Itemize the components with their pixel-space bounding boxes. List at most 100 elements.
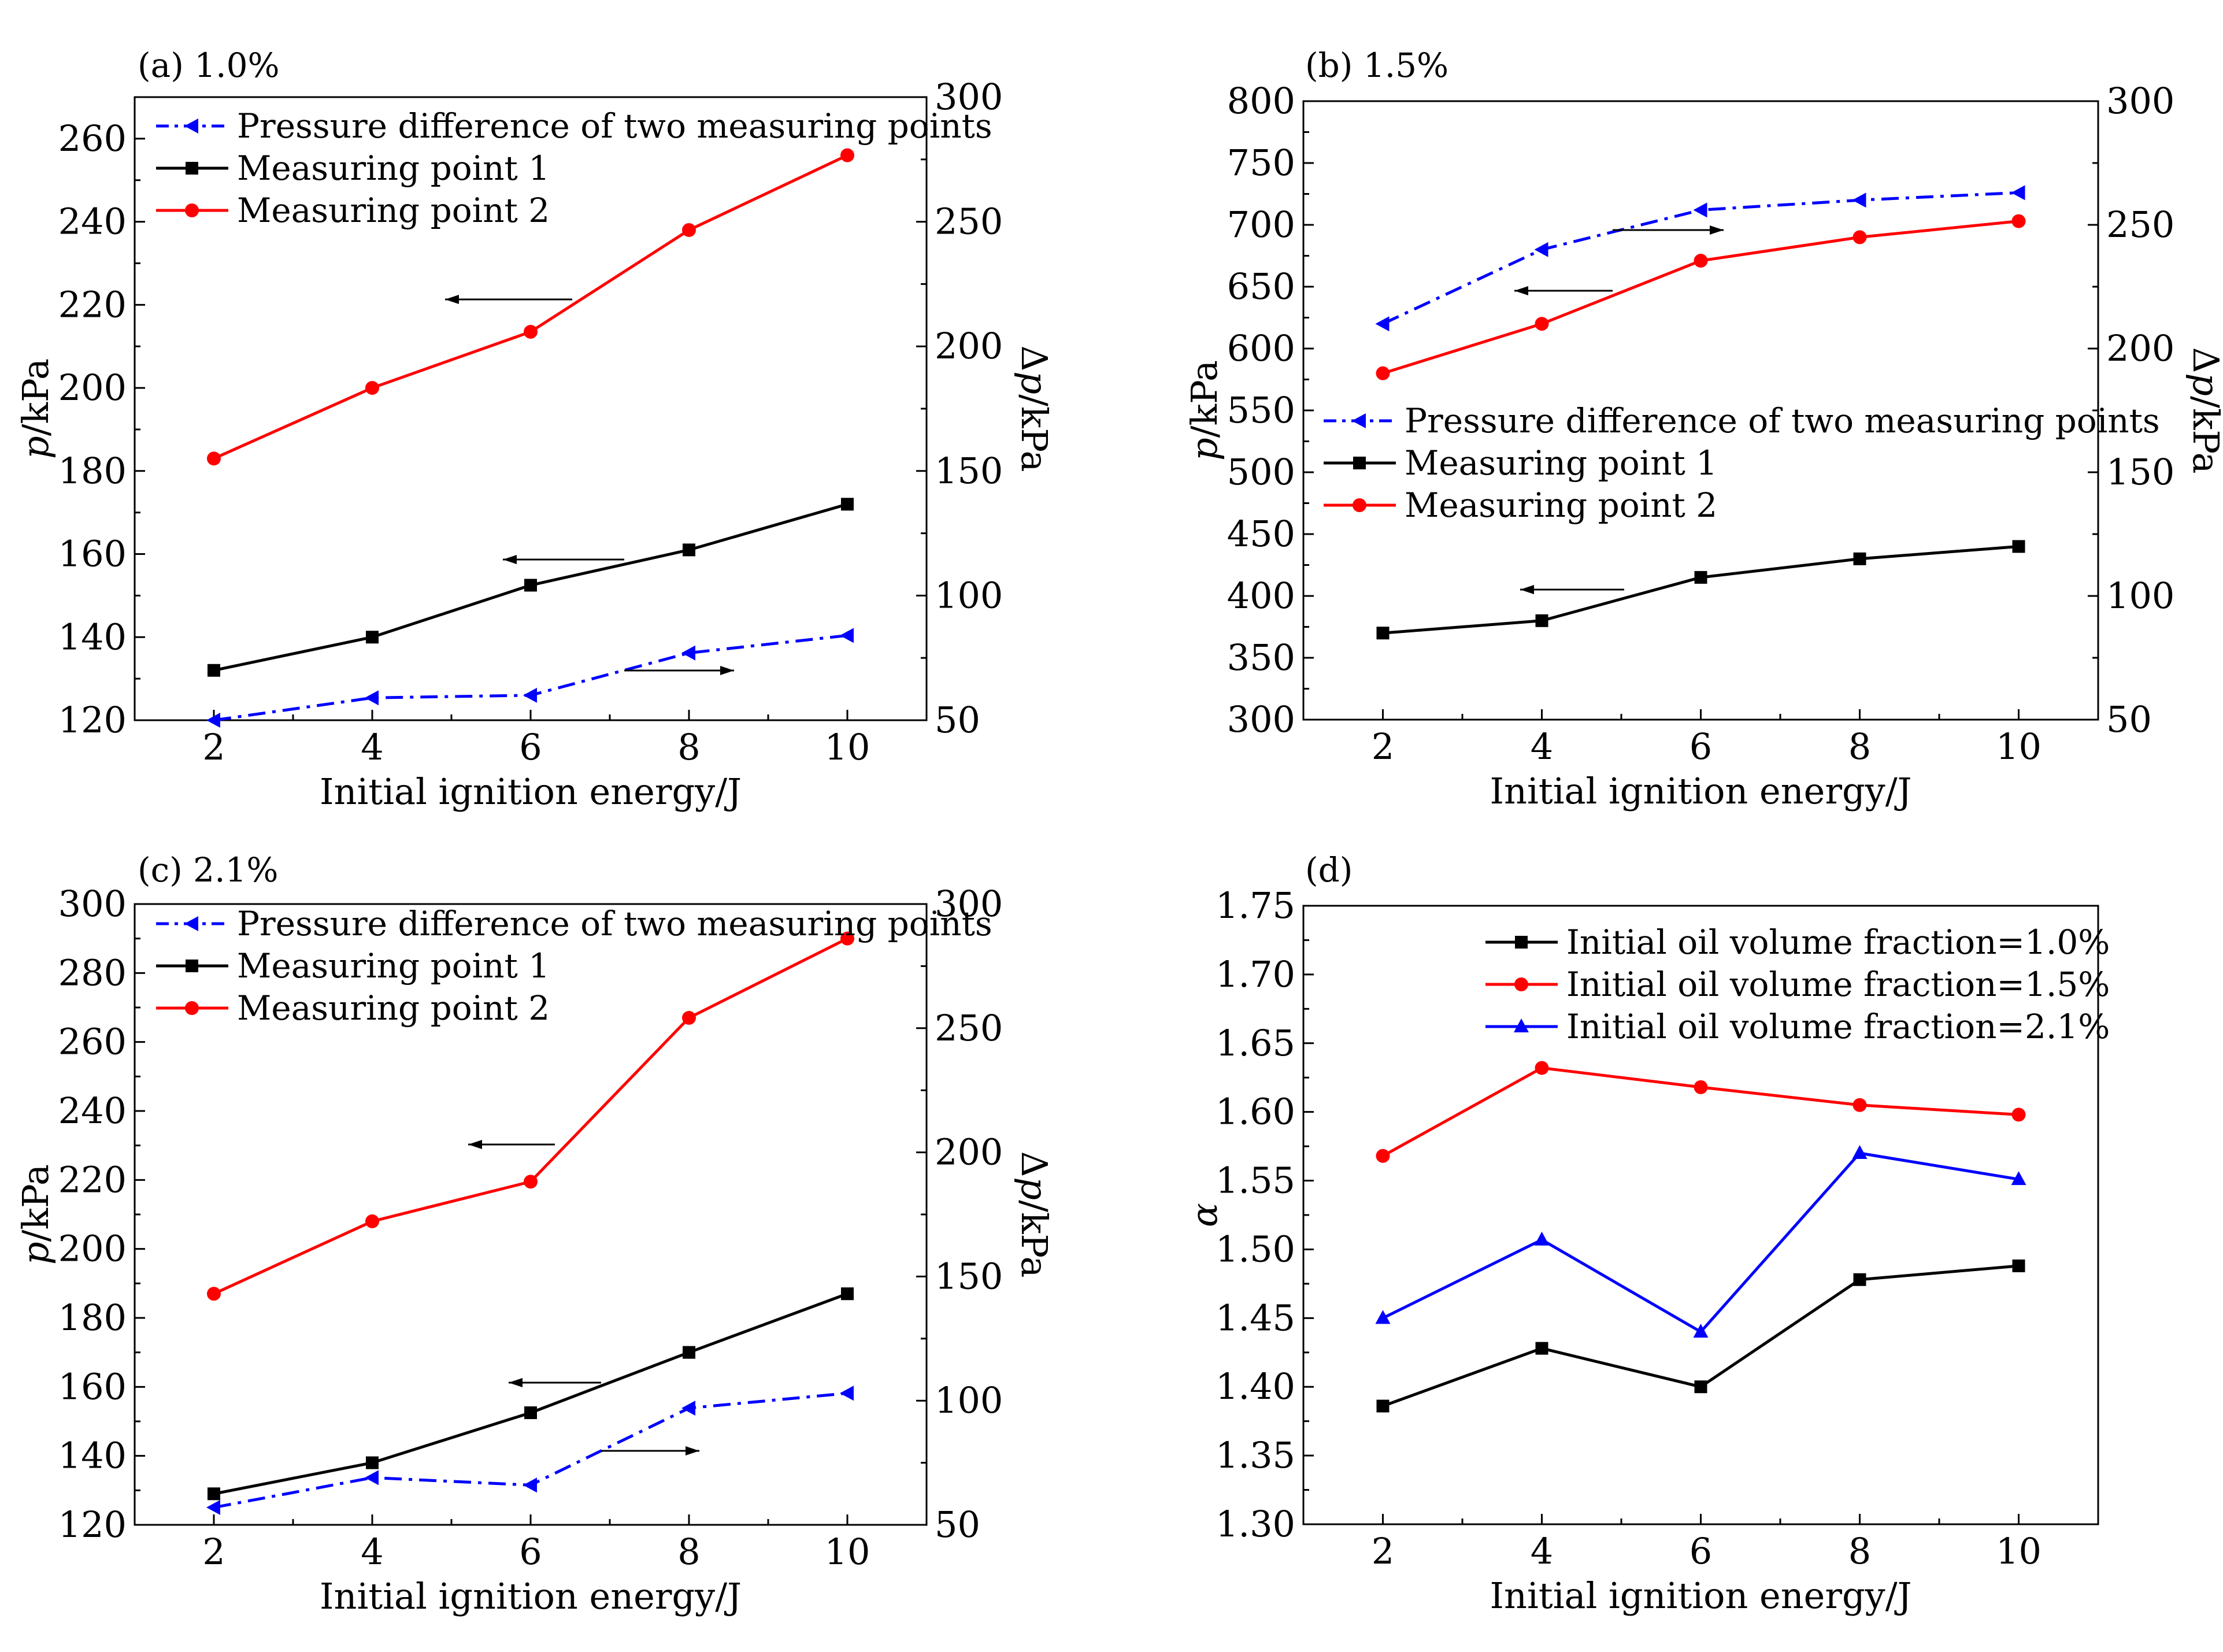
data-point xyxy=(1534,242,1548,257)
arrow-head xyxy=(686,1446,699,1455)
data-point xyxy=(1376,366,1390,380)
x-tick-label: 6 xyxy=(519,726,542,768)
x-tick-label: 2 xyxy=(1372,725,1394,768)
data-point xyxy=(523,1477,537,1493)
data-point xyxy=(1853,1098,1867,1112)
x-tick-label: 2 xyxy=(202,1531,225,1573)
data-point xyxy=(1853,230,1867,245)
data-point xyxy=(1535,1342,1548,1355)
y-tick-label: 1.60 xyxy=(1216,1091,1295,1133)
y-right-tick-label: 250 xyxy=(2106,203,2174,246)
x-tick-label: 8 xyxy=(677,1531,700,1573)
y-tick-label: 1.70 xyxy=(1216,953,1295,995)
y-right-axis-title: Δp/kPa xyxy=(2185,347,2223,474)
data-point xyxy=(524,579,537,592)
y-tick-label: 280 xyxy=(58,951,127,994)
y-tick-label: 160 xyxy=(58,1365,127,1407)
y-tick-label: 400 xyxy=(1227,575,1295,617)
legend-marker xyxy=(1514,977,1528,991)
arrow-head xyxy=(445,295,459,304)
data-point xyxy=(1693,1324,1709,1338)
x-tick-label: 10 xyxy=(825,1531,870,1573)
y-right-tick-label: 150 xyxy=(2106,451,2174,493)
legend-marker xyxy=(185,203,199,217)
y-tick-label: 180 xyxy=(58,450,127,492)
y-tick-label: 300 xyxy=(58,883,127,925)
data-point xyxy=(524,325,538,339)
legend-label: Pressure difference of two measuring poi… xyxy=(237,904,992,943)
chart-panel-4: 2 4 6 8 10 1.30 1.35 1.40 1.45 1.50 1.55 1.60 1.65 1.… xyxy=(1183,850,2110,1617)
x-tick-label: 10 xyxy=(825,726,870,768)
legend: Initial oil volume fraction=1.0%Initial … xyxy=(1485,923,2110,1046)
series-line-2 xyxy=(213,1292,848,1495)
y-tick-label: 1.35 xyxy=(1216,1434,1295,1476)
y-tick-label: 180 xyxy=(58,1297,127,1339)
x-tick-label: 8 xyxy=(677,726,700,768)
y-tick-label: 120 xyxy=(58,699,127,741)
data-point xyxy=(365,1470,379,1486)
x-tick-label: 10 xyxy=(1996,1530,2042,1572)
y-right-tick-label: 150 xyxy=(935,450,1003,492)
data-point xyxy=(1694,254,1708,268)
x-tick-label: 4 xyxy=(1531,1530,1553,1572)
data-point xyxy=(1693,202,1707,218)
series-line-2 xyxy=(1383,545,2019,635)
data-point xyxy=(1535,614,1548,627)
y-axis-title: p/kPa xyxy=(14,358,57,459)
y-axis-title: p/kPa xyxy=(14,1164,57,1265)
y-tick-label: 1.30 xyxy=(1216,1503,1295,1545)
y-tick-label: 700 xyxy=(1227,203,1295,246)
data-point xyxy=(524,1175,538,1189)
y-right-axis-title: Δp/kPa xyxy=(1013,346,1055,472)
chart-panel-1: 2 4 6 8 10 120 140 160 180 200 220 240 260 50 100 150 20… xyxy=(14,46,1055,813)
data-point xyxy=(207,451,221,466)
x-tick-label: 8 xyxy=(1848,725,1871,768)
panel-label: (d) xyxy=(1305,850,1353,890)
legend-label: Pressure difference of two measuring poi… xyxy=(237,106,992,146)
data-point xyxy=(2012,1259,2025,1272)
data-point xyxy=(1375,316,1390,332)
x-axis-title: Initial ignition energy/J xyxy=(320,771,742,813)
panel-label: (a) 1.0% xyxy=(138,46,280,85)
x-axis-title: Initial ignition energy/J xyxy=(1490,770,1912,812)
arrow-head xyxy=(468,1140,482,1149)
y-tick-label: 1.50 xyxy=(1216,1228,1295,1270)
data-point xyxy=(206,1499,220,1515)
data-point xyxy=(840,628,854,643)
data-point xyxy=(1535,317,1549,331)
series-line-3 xyxy=(1382,1151,2019,1334)
arrow-head xyxy=(1520,585,1534,594)
data-point xyxy=(366,631,379,644)
data-point xyxy=(2011,1171,2026,1186)
x-tick-label: 4 xyxy=(1531,725,1553,768)
x-axis-title: Initial ignition energy/J xyxy=(320,1575,742,1617)
arrow-head xyxy=(509,1378,523,1387)
y-tick-label: 240 xyxy=(58,201,127,243)
series-line-1 xyxy=(213,634,848,722)
y-right-tick-label: 100 xyxy=(935,1379,1003,1421)
legend-marker xyxy=(1353,498,1366,512)
legend-marker xyxy=(1514,1018,1529,1032)
y-tick-label: 1.45 xyxy=(1216,1297,1295,1339)
legend-marker xyxy=(1353,457,1366,469)
data-point xyxy=(840,931,854,946)
legend-marker xyxy=(1515,936,1528,949)
legend-marker xyxy=(1352,413,1366,428)
y-axis-title: p/kPa xyxy=(1183,360,1225,461)
data-point xyxy=(1694,1080,1708,1094)
arrow-head xyxy=(720,666,734,675)
data-point xyxy=(1534,1231,1550,1246)
data-point xyxy=(365,690,379,706)
data-point xyxy=(207,1287,221,1301)
data-point xyxy=(682,1010,696,1025)
y-tick-label: 260 xyxy=(58,1021,127,1063)
data-point xyxy=(841,1287,854,1301)
x-tick-label: 2 xyxy=(1372,1530,1394,1572)
data-point xyxy=(365,1214,379,1228)
data-point xyxy=(2012,540,2025,553)
y-right-axis-title: Δp/kPa xyxy=(1013,1151,1055,1278)
data-point xyxy=(2011,185,2025,201)
x-axis-title: Initial ignition energy/J xyxy=(1490,1575,1912,1617)
arrow-head xyxy=(1514,286,1528,295)
